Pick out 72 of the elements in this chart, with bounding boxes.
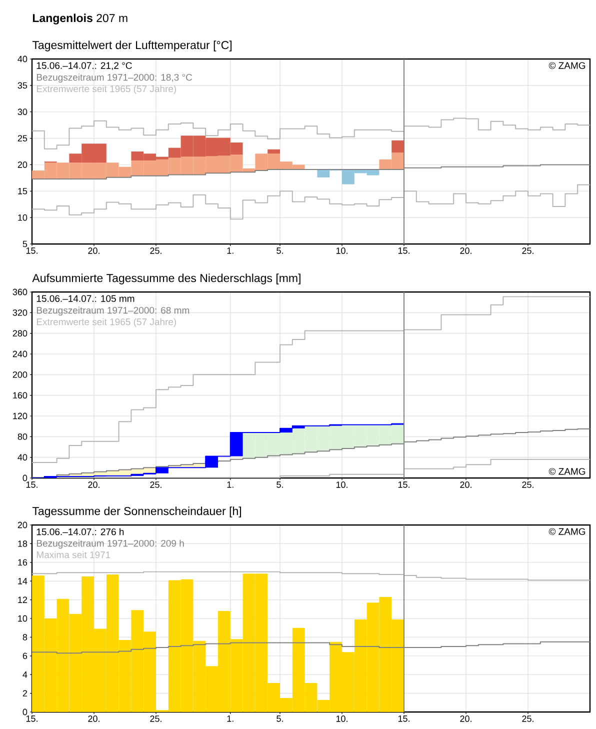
y-tick-label: 200 [12, 371, 28, 378]
y-tick-label: 14 [18, 578, 28, 584]
y-tick-label: 40 [18, 454, 28, 461]
annotation: Bezugszeitraum 1971–2000: 209 h [36, 540, 184, 549]
y-tick-label: 8 [22, 634, 28, 640]
y-tick-label: 2 [22, 690, 28, 696]
y-tick-label: 360 [12, 288, 28, 296]
y-tick-label: 240 [12, 350, 28, 358]
x-tick-label: 5. [276, 248, 283, 254]
x-tick-label: 10. [336, 716, 348, 722]
x-tick-label: 15. [398, 716, 410, 722]
x-tick-label: 20. [460, 248, 472, 254]
annotation: © ZAMG [548, 62, 586, 69]
annotation: 15.06.–14.07.: 21,2 °C [36, 62, 132, 70]
y-tick-label: 40 [18, 56, 28, 62]
x-tick-label: 20. [88, 248, 100, 254]
y-tick-label: 25 [18, 135, 28, 142]
annotation: © ZAMG [548, 468, 586, 475]
chart-title: Aufsummierte Tagessumme des Niederschlags [mm] [32, 274, 300, 284]
x-tick-label: 20. [460, 482, 472, 488]
y-tick-label: 16 [18, 559, 28, 566]
annotation: Extremwerte seit 1965 (57 Jahre) [36, 85, 176, 94]
y-tick-label: 12 [18, 596, 28, 603]
x-tick-label: 1. [227, 482, 234, 488]
y-tick-label: 320 [12, 309, 28, 316]
x-tick-label: 10. [336, 248, 348, 254]
y-tick-label: 6 [22, 652, 28, 660]
annotation: Maxima seit 1971 [36, 551, 110, 558]
chart-subtitle: Tagesmittelwert der Lufttemperatur [°C] [32, 40, 232, 52]
chart-title: Tagessumme der Sonnenscheindauer [h] [32, 506, 242, 518]
y-tick-label: 20 [18, 162, 28, 168]
annotation: © ZAMG [548, 528, 586, 535]
y-tick-label: 10 [18, 615, 28, 622]
chart-title: Langenlois 207 m [32, 14, 128, 24]
x-tick-label: 15. [26, 716, 38, 722]
y-tick-label: 160 [13, 392, 28, 399]
annotation: 15.06.–14.07.: 276 h [36, 528, 124, 536]
x-tick-label: 20. [88, 482, 100, 488]
y-tick-label: 0 [22, 708, 28, 716]
y-tick-label: 5 [22, 240, 28, 248]
annotation: 15.06.–14.07.: 105 mm [36, 295, 134, 302]
y-tick-label: 120 [13, 412, 28, 420]
y-tick-label: 0 [22, 474, 28, 482]
annotation: Extremwerte seit 1965 (57 Jahre) [36, 318, 176, 328]
annotation: Bezugszeitraum 1971–2000: 68 mm [36, 306, 190, 316]
y-tick-label: 20 [18, 522, 28, 528]
x-tick-label: 20. [88, 716, 100, 722]
x-tick-label: 25. [522, 716, 534, 722]
x-tick-label: 1. [227, 248, 234, 254]
x-tick-label: 15. [398, 482, 410, 488]
y-tick-label: 30 [18, 108, 28, 116]
y-tick-label: 35 [18, 82, 28, 89]
x-tick-label: 15. [26, 482, 38, 488]
x-tick-label: 25. [150, 716, 162, 722]
y-tick-label: 18 [18, 540, 28, 547]
y-tick-label: 280 [12, 330, 28, 337]
y-tick-label: 15 [18, 188, 28, 194]
x-tick-label: 15. [398, 248, 410, 254]
x-tick-label: 15. [26, 248, 38, 254]
x-tick-label: 10. [336, 482, 348, 488]
y-tick-label: 80 [18, 433, 28, 440]
x-tick-label: 1. [227, 716, 234, 722]
x-tick-label: 5. [276, 716, 283, 722]
x-tick-label: 5. [276, 482, 283, 488]
annotation: Bezugszeitraum 1971–2000: 18,3 °C [36, 74, 192, 83]
x-tick-label: 25. [522, 248, 534, 254]
y-tick-label: 4 [22, 671, 28, 678]
x-tick-label: 20. [460, 716, 472, 722]
x-tick-label: 25. [150, 248, 162, 254]
y-tick-label: 10 [18, 214, 28, 221]
x-tick-label: 25. [150, 482, 162, 488]
x-tick-label: 25. [522, 482, 534, 488]
